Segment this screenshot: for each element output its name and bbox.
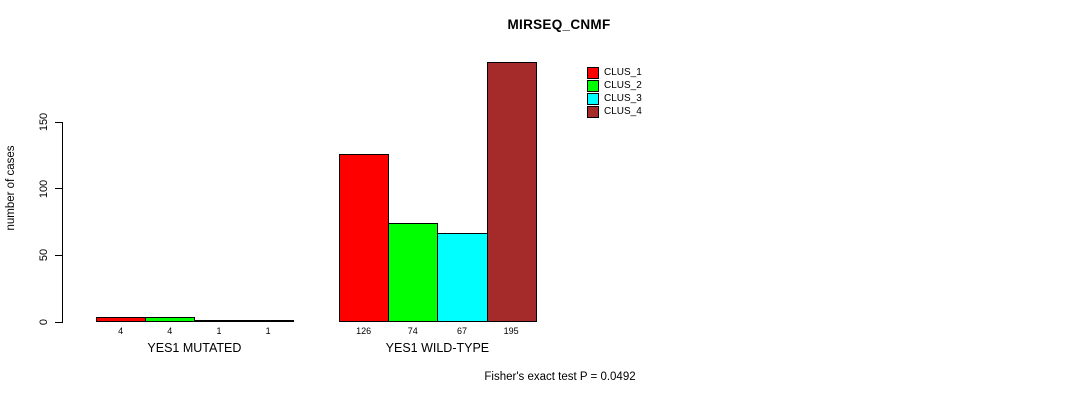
y-tick-label: 0 bbox=[38, 318, 50, 326]
group-label: YES1 MUTATED bbox=[147, 341, 242, 355]
legend-item: CLUS_3 bbox=[587, 92, 642, 105]
legend-item: CLUS_1 bbox=[587, 66, 642, 79]
legend-item: CLUS_4 bbox=[587, 105, 642, 118]
bar-value-label: 4 bbox=[167, 326, 173, 336]
legend-item: CLUS_2 bbox=[587, 79, 642, 92]
group-label: YES1 WILD-TYPE bbox=[385, 341, 490, 355]
y-tick-mark bbox=[55, 254, 63, 256]
bar bbox=[437, 232, 488, 322]
legend-color-swatch bbox=[587, 66, 599, 79]
legend-color-swatch bbox=[587, 92, 599, 105]
bar bbox=[388, 223, 439, 322]
legend-label: CLUS_2 bbox=[604, 80, 642, 91]
legend-label: CLUS_3 bbox=[604, 93, 642, 104]
legend-label: CLUS_1 bbox=[604, 67, 642, 78]
bar bbox=[194, 320, 245, 322]
y-tick-mark bbox=[55, 121, 63, 123]
bar-value-label: 195 bbox=[503, 326, 519, 336]
y-tick-label: 100 bbox=[38, 179, 50, 198]
bar-value-label: 74 bbox=[407, 326, 418, 336]
footnote-text: Fisher's exact test P = 0.0492 bbox=[484, 371, 636, 383]
bar bbox=[145, 316, 196, 322]
bar-value-label: 1 bbox=[216, 326, 222, 336]
legend-color-swatch bbox=[587, 105, 599, 118]
y-axis-line bbox=[62, 122, 63, 323]
y-tick-label: 50 bbox=[38, 249, 50, 262]
legend-color-swatch bbox=[587, 79, 599, 92]
bar bbox=[96, 316, 147, 322]
y-tick-mark bbox=[55, 188, 63, 190]
y-tick-mark bbox=[55, 321, 63, 323]
legend: CLUS_1 CLUS_2 CLUS_3 CLUS_4 bbox=[587, 66, 642, 118]
bar bbox=[243, 320, 294, 322]
bar-value-label: 67 bbox=[456, 326, 468, 336]
bar-value-label: 4 bbox=[118, 326, 124, 336]
bar-value-label: 1 bbox=[265, 326, 271, 336]
bar bbox=[486, 62, 537, 322]
y-axis-label: number of cases bbox=[5, 145, 17, 231]
bar-value-label: 126 bbox=[356, 326, 372, 336]
y-tick-label: 150 bbox=[38, 112, 50, 132]
chart-title: MIRSEQ_CNMF bbox=[507, 17, 611, 32]
legend-label: CLUS_4 bbox=[604, 106, 642, 117]
bar bbox=[339, 154, 390, 322]
